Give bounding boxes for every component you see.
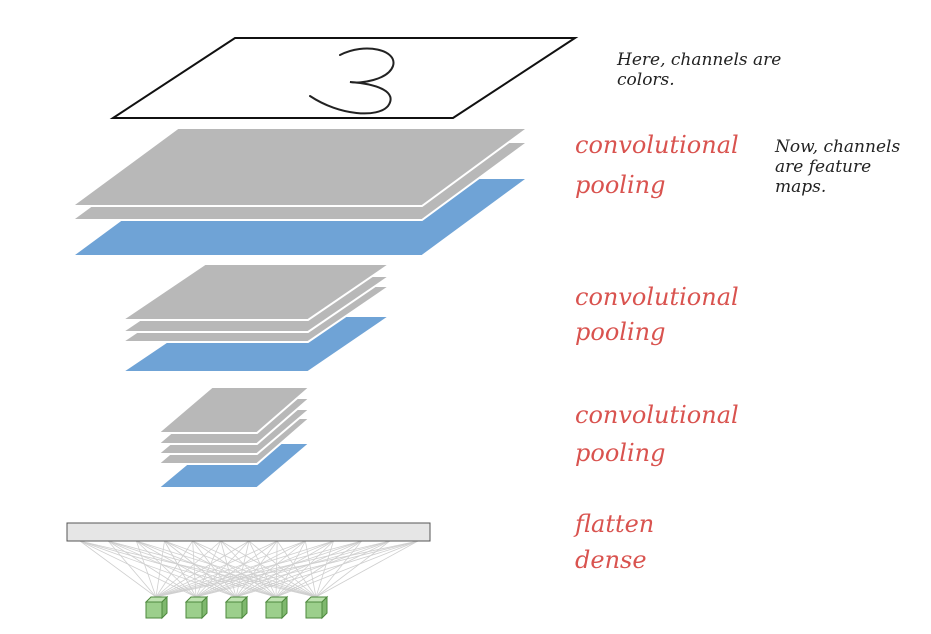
dense-connection-line — [155, 540, 194, 598]
dense-connection-line — [235, 540, 362, 598]
dense-connection-line — [155, 540, 362, 598]
dense-connection-line — [315, 540, 419, 598]
cube-icon — [304, 595, 329, 620]
dense-connection-line — [235, 540, 334, 598]
dense-connection-line — [235, 540, 250, 598]
stage-3-layers — [155, 386, 313, 489]
dense-connection-line — [195, 540, 334, 598]
dense-connection-line — [315, 540, 334, 598]
dense-connection-line — [108, 540, 317, 598]
stage-2-label-conv: convolutional — [575, 283, 739, 311]
dense-connection-line — [248, 540, 317, 598]
stage-4-label-dense: dense — [575, 546, 647, 574]
stage-1-label-conv: convolutional — [575, 131, 739, 159]
dense-connection-line — [275, 540, 306, 598]
flatten-bar — [66, 522, 431, 542]
dense-connection-line — [155, 540, 334, 598]
dense-connection-line — [304, 540, 317, 598]
dense-connection-line — [107, 540, 157, 598]
cube-icon — [264, 595, 289, 620]
dense-connection-line — [135, 540, 157, 598]
input-channels-note: Here, channels are colors. — [617, 50, 782, 90]
dense-connection-line — [195, 540, 250, 598]
dense-connection-line — [79, 540, 157, 598]
conv-layer — [155, 386, 313, 434]
conv-layer — [118, 263, 394, 321]
input-image — [109, 37, 579, 119]
dense-connection-line — [315, 540, 391, 598]
dense-connection-line — [155, 540, 419, 598]
dense-connection-line — [195, 540, 306, 598]
dense-connection-line — [235, 540, 419, 598]
dense-connection-line — [155, 540, 306, 598]
dense-connection-line — [195, 540, 362, 598]
stage-4-label-flatten: flatten — [575, 510, 655, 538]
conv-layer — [68, 127, 532, 207]
dense-connection-line — [275, 540, 391, 598]
dense-connection-line — [195, 540, 390, 598]
dense-connection-line — [248, 540, 277, 598]
stage-3-label-conv: convolutional — [575, 401, 739, 429]
dense-connection-line — [155, 540, 390, 598]
handwritten-digit-icon — [309, 47, 395, 115]
dense-connection-line — [235, 540, 390, 598]
stage-3-label-pool: pooling — [575, 439, 666, 467]
dense-connection-line — [275, 540, 334, 598]
feature-maps-note: Now, channels are feature maps. — [775, 137, 901, 197]
dense-connection-line — [275, 540, 419, 598]
dense-connection-line — [155, 540, 278, 598]
dense-connections — [79, 540, 419, 598]
output-neurons — [144, 595, 329, 620]
stage-1-layers — [68, 127, 532, 257]
dense-connection-line — [275, 540, 278, 598]
stage-2-label-pool: pooling — [575, 318, 666, 346]
dense-connection-line — [155, 540, 250, 598]
dense-connection-line — [275, 540, 362, 598]
dense-connection-line — [235, 540, 278, 598]
cube-icon — [144, 595, 169, 620]
dense-connection-line — [195, 540, 419, 598]
dense-connection-line — [235, 540, 306, 598]
stage-1-label-pool: pooling — [575, 171, 666, 199]
dense-connection-line — [195, 540, 278, 598]
dense-connection-line — [79, 540, 317, 598]
dense-connection-line — [276, 540, 317, 598]
dense-connection-line — [155, 540, 165, 598]
dense-connection-line — [315, 540, 362, 598]
cube-icon — [184, 595, 209, 620]
cube-icon — [224, 595, 249, 620]
stage-2-layers — [118, 263, 394, 373]
dense-connection-line — [155, 540, 222, 598]
